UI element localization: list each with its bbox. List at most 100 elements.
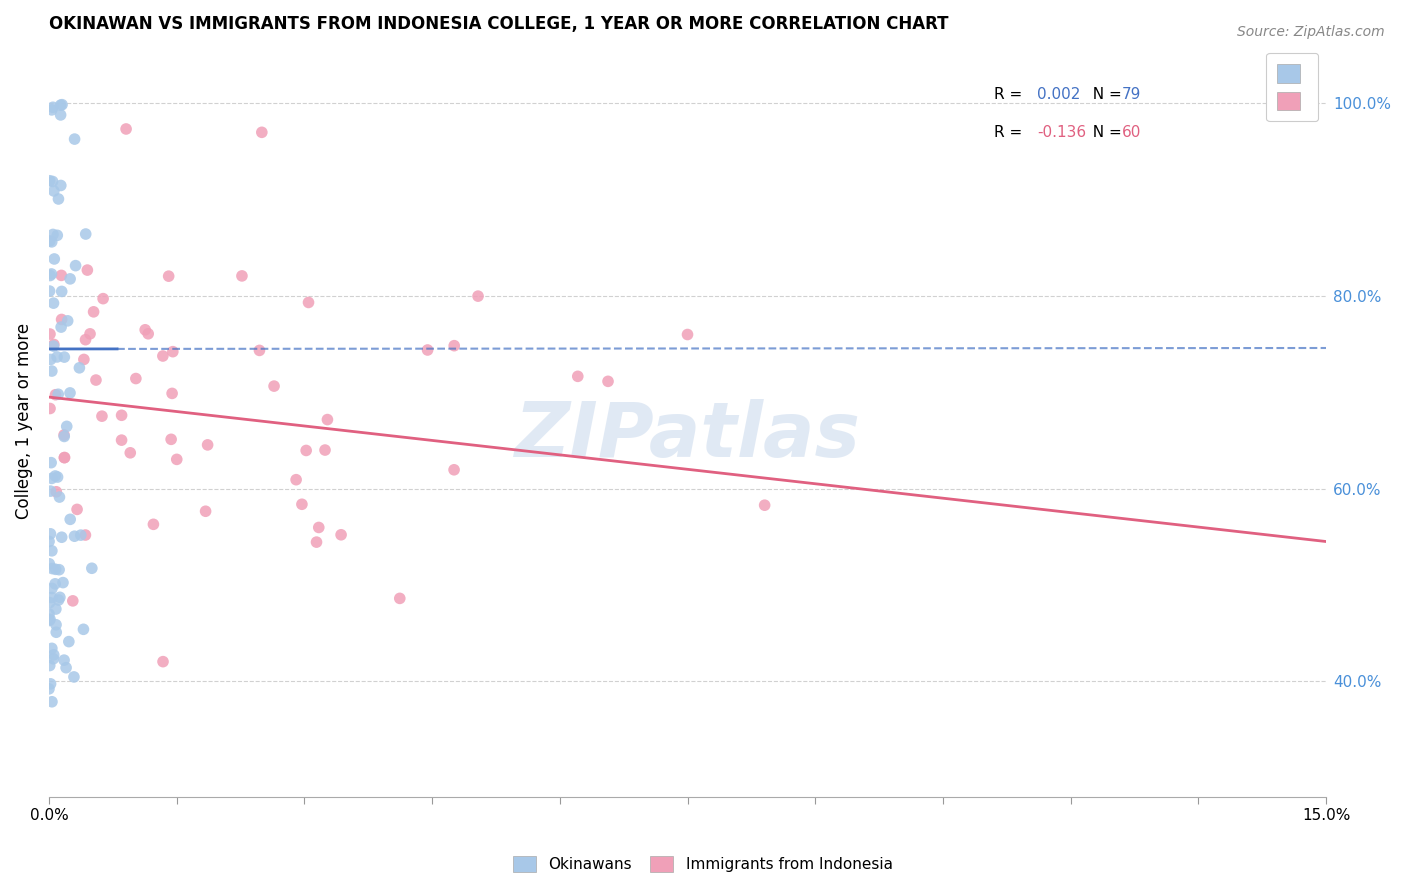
Point [39,677,62,691]
Point [41,641,63,656]
Point [754,498,776,512]
Point [76,263,98,277]
Point [49,98,72,112]
Point [45,617,67,632]
Point [39,612,62,626]
Point [443,339,465,353]
Point [42,184,65,198]
Text: ZIPatlas: ZIPatlas [515,400,860,473]
Text: 60: 60 [1122,125,1142,139]
Point [53,450,76,465]
Point [49,591,72,605]
Point [46,350,69,364]
Point [53,429,76,443]
Point [75,333,97,347]
Point [194,504,217,518]
Point [44,388,66,402]
Point [44,469,66,483]
Point [125,371,148,385]
Point [160,433,183,447]
Point [41,471,63,485]
Point [316,412,339,426]
Point [41,561,63,575]
Text: OKINAWAN VS IMMIGRANTS FROM INDONESIA COLLEGE, 1 YEAR OR MORE CORRELATION CHART: OKINAWAN VS IMMIGRANTS FROM INDONESIA CO… [49,15,949,33]
Point [44,252,66,266]
Point [39,327,62,342]
Point [263,379,285,393]
Point [157,269,180,284]
Point [83,305,105,319]
Point [65,259,87,273]
Point [53,428,76,442]
Text: R =: R = [994,87,1028,102]
Point [91,292,114,306]
Point [41,103,63,117]
Point [48,192,70,206]
Point [48,563,70,577]
Point [308,520,330,534]
Text: R =: R = [994,125,1028,139]
Point [46,470,69,484]
Point [75,528,97,542]
Point [136,326,159,341]
Point [79,326,101,341]
Point [41,267,63,281]
Point [75,227,97,241]
Y-axis label: College, 1 year or more: College, 1 year or more [15,323,32,519]
Point [55,661,77,675]
Point [305,535,328,549]
Point [63,670,86,684]
Point [467,289,489,303]
Point [249,343,271,358]
Point [41,591,63,605]
Point [66,502,89,516]
Point [160,386,183,401]
Point [45,625,67,640]
Point [63,132,86,146]
Point [38,234,60,248]
Legend: Okinawans, Immigrants from Indonesia: Okinawans, Immigrants from Indonesia [506,848,900,880]
Point [42,648,65,662]
Point [59,512,82,526]
Point [51,312,73,326]
Point [41,543,63,558]
Point [38,658,60,673]
Point [59,385,82,400]
Point [41,364,63,378]
Point [314,443,336,458]
Point [110,433,132,447]
Point [291,497,314,511]
Point [110,409,132,423]
Point [142,517,165,532]
Point [45,484,67,499]
Text: N =: N = [1084,87,1128,102]
Point [58,634,80,648]
Point [42,337,65,351]
Point [162,344,184,359]
Text: 0.002: 0.002 [1038,87,1081,102]
Point [38,557,60,571]
Point [53,350,76,364]
Point [62,594,84,608]
Point [42,652,65,666]
Point [51,285,73,299]
Point [72,623,94,637]
Point [38,534,60,549]
Point [44,577,66,591]
Point [49,320,72,334]
Point [51,268,73,283]
Point [41,582,63,596]
Text: Source: ZipAtlas.com: Source: ZipAtlas.com [1237,25,1385,39]
Point [49,178,72,193]
Point [39,526,62,541]
Point [115,122,138,136]
Point [388,591,411,606]
Point [39,268,62,283]
Point [48,490,70,504]
Point [52,575,75,590]
Point [416,343,439,357]
Point [80,561,103,575]
Point [231,268,253,283]
Point [46,387,69,401]
Point [59,272,82,286]
